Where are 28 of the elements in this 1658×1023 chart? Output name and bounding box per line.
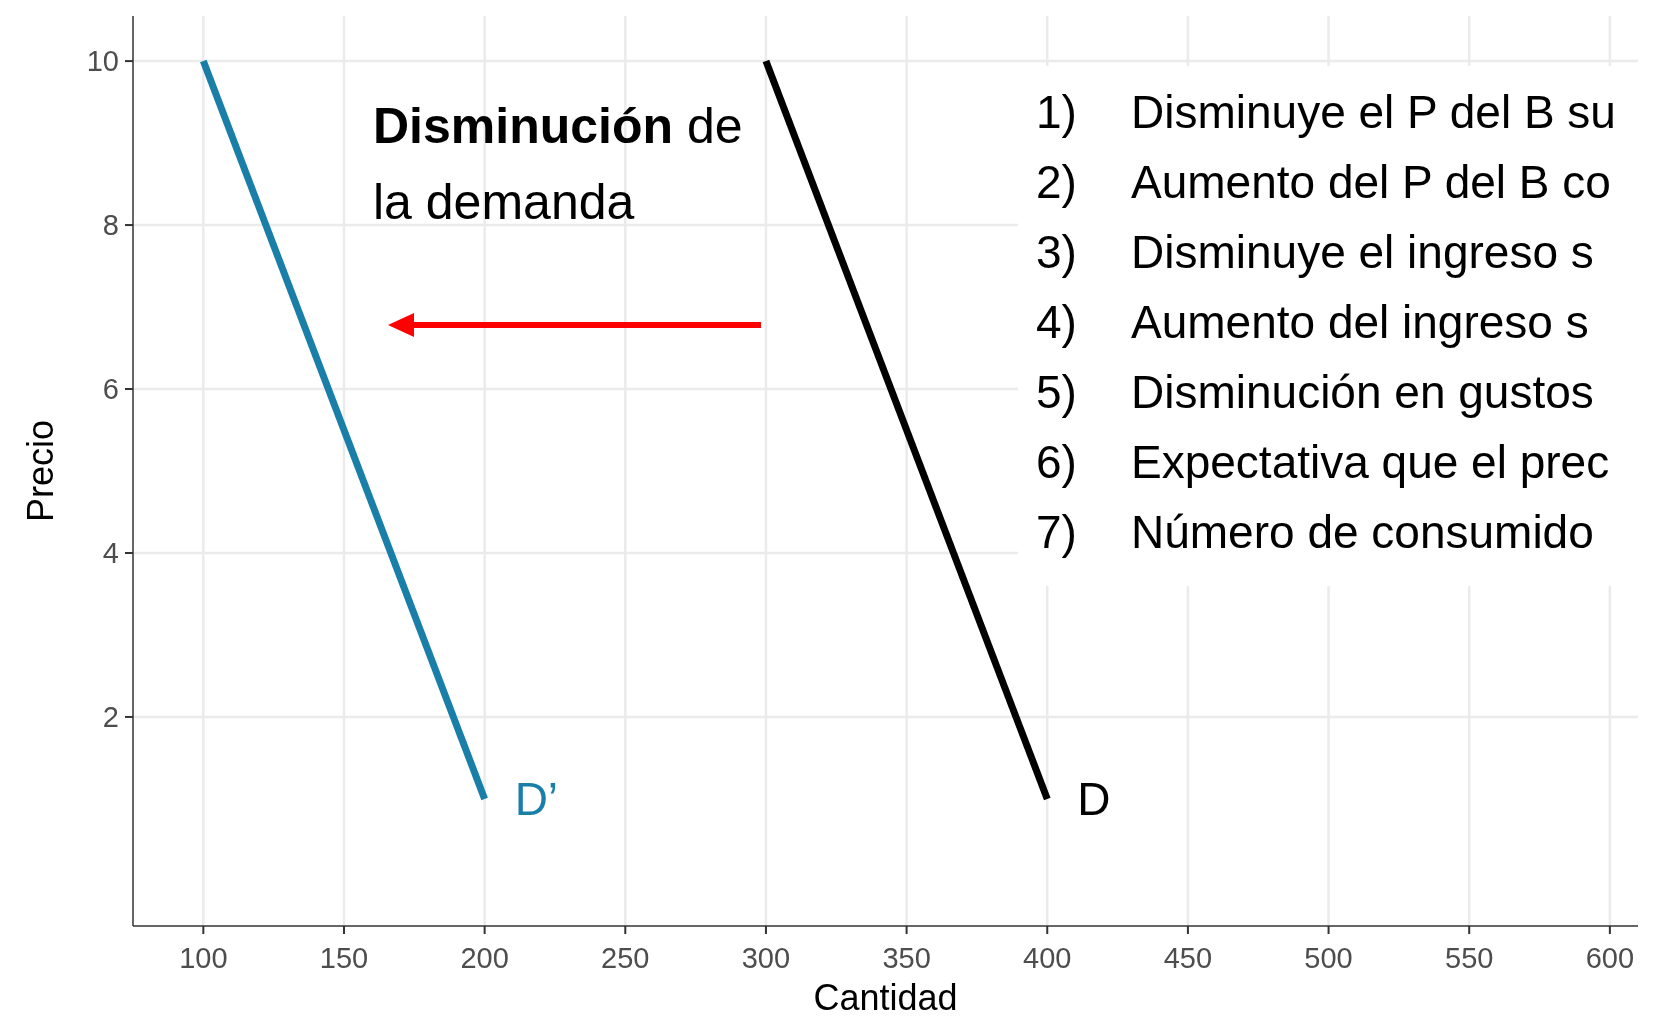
x-tick-label: 450 [1163, 942, 1213, 974]
annotation: 6) Expectativa que el prec [1036, 436, 1610, 488]
annotation: 7) Número de consumido [1036, 506, 1594, 558]
x-tick-label: 200 [460, 942, 509, 974]
annotation: 4) Aumento del ingreso s [1036, 296, 1589, 348]
series-label: D [1077, 773, 1111, 826]
x-tick-label: 250 [601, 942, 650, 974]
x-tick-label: 350 [882, 942, 931, 974]
annotation: Disminución de la demanda [373, 98, 743, 230]
y-tick-label: 8 [102, 209, 119, 242]
y-tick-label: 10 [86, 45, 119, 78]
annotation: 3) Disminuye el ingreso s [1036, 226, 1594, 278]
annotation: 1) Disminuye el P del B su [1036, 86, 1616, 138]
x-tick-label: 600 [1585, 942, 1635, 974]
y-axis-title: Precio [20, 419, 61, 523]
x-tick-label: 500 [1304, 942, 1353, 974]
x-tick-label: 300 [741, 942, 791, 974]
x-tick-label: 100 [179, 942, 228, 974]
x-tick-label: 550 [1445, 942, 1494, 974]
x-axis-title: Cantidad [813, 977, 958, 1018]
annotation: 5) Disminución en gustos [1036, 366, 1594, 418]
y-tick-label: 4 [102, 537, 119, 570]
y-tick-label: 6 [102, 373, 119, 406]
x-tick-label: 400 [1023, 942, 1072, 974]
series-label: D’ [514, 773, 559, 826]
annotation: 2) Aumento del P del B co [1036, 156, 1611, 208]
x-tick-label: 150 [319, 942, 369, 974]
y-tick-label: 2 [102, 701, 119, 734]
